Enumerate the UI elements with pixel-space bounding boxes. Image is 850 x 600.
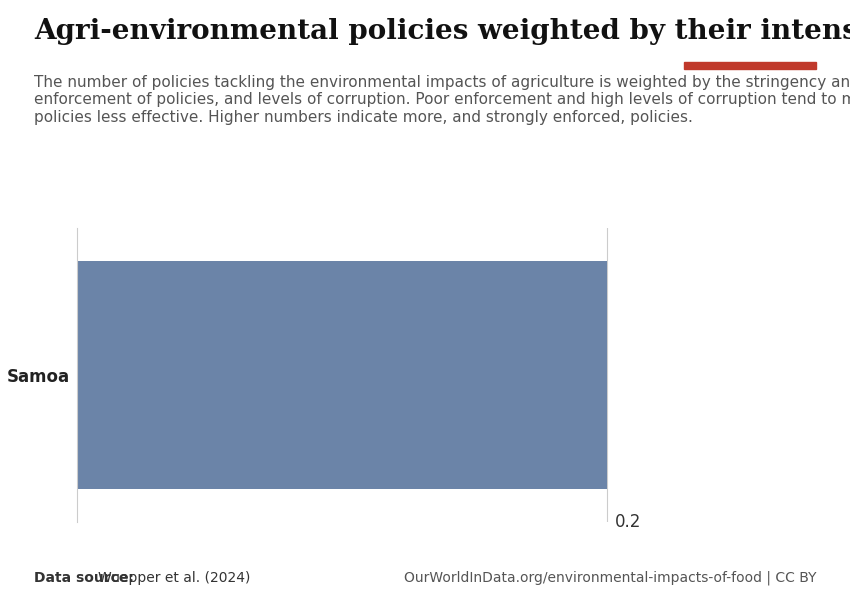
Text: Wuepper et al. (2024): Wuepper et al. (2024) <box>98 571 250 585</box>
Text: OurWorldInData.org/environmental-impacts-of-food | CC BY: OurWorldInData.org/environmental-impacts… <box>404 571 816 585</box>
Text: Data source:: Data source: <box>34 571 133 585</box>
Bar <box>684 62 816 69</box>
Text: 0.2: 0.2 <box>615 513 642 531</box>
Text: Agri-environmental policies weighted by their intensity, 2022: Agri-environmental policies weighted by … <box>34 18 850 45</box>
Text: The number of policies tackling the environmental impacts of agriculture is weig: The number of policies tackling the envi… <box>34 75 850 125</box>
Bar <box>76 262 607 488</box>
Text: Our World
in Data: Our World in Data <box>715 20 785 50</box>
